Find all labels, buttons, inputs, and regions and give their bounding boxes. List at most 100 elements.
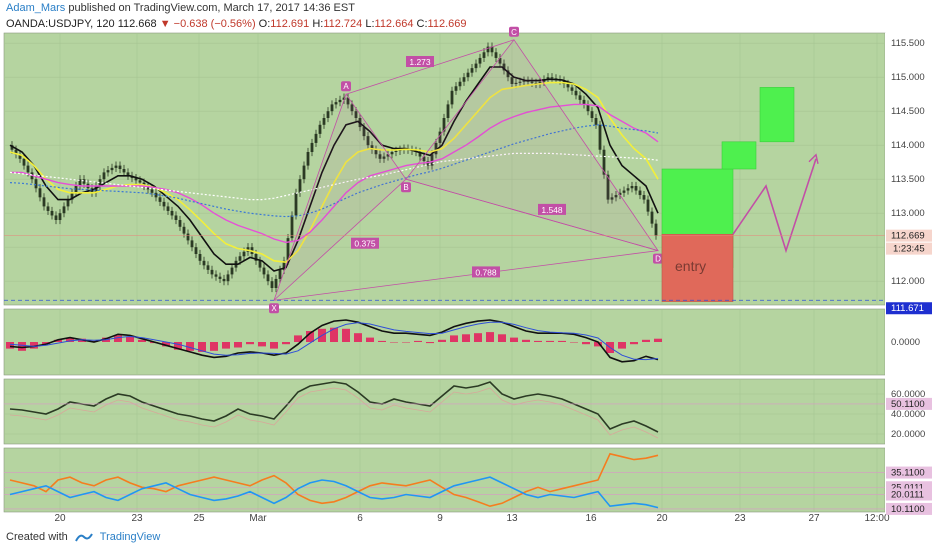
candle-body [574,90,578,96]
pattern-point-label: A [343,82,349,91]
candle-body [586,104,590,112]
pattern-point-label: D [655,255,661,264]
rsi-band-line [9,387,659,439]
rsi-tick-label: 20.0000 [891,429,925,440]
candle-body [106,170,110,173]
oscillator-value-badge [886,466,932,479]
rsi-value-label: 50.1100 [891,399,925,410]
candle-body [62,206,66,214]
price-tick-label: 115.000 [891,72,925,83]
candle-body [458,81,462,87]
macd-histogram-bar [618,342,626,349]
oscillator-pane [3,447,886,513]
price-tick-label: 113.000 [891,208,925,219]
candle-body [642,195,646,200]
macd-histogram-bar [306,331,314,342]
candle-body [82,179,86,184]
projection-path [732,158,817,254]
candle-body [254,254,258,261]
countdown-badge [886,242,932,255]
tradingview-logo-icon [74,533,93,542]
tradingview-brand-link[interactable]: TradingView [99,531,161,543]
macd-histogram-bar [246,342,254,345]
candle-body [166,206,170,211]
candle-body [430,154,434,166]
target-box [759,87,795,143]
macd-histogram-bar [270,342,278,349]
macd-histogram-bar [594,342,602,347]
pattern-point-label: X [271,304,277,313]
oscillator-value-label: 10.1100 [891,504,925,515]
candle-body [446,104,450,118]
macd-histogram-bar [498,334,506,342]
candle-body [530,81,534,83]
pattern-point-marker [269,303,279,314]
candle-body [22,158,26,166]
candle-body [154,192,158,198]
target-box [721,141,757,170]
candle-body [470,68,474,73]
candle-body [54,215,58,220]
candle-body [442,118,446,132]
macd-histogram-bar [570,342,578,343]
oscillator-orange-line [9,452,659,508]
candle-body [418,152,422,157]
macd-histogram-bar [522,339,530,342]
macd-histogram-bar [642,339,650,342]
candle-body [378,154,382,159]
candle-body [238,256,242,261]
publish-header: Adam_Mars published on TradingView.com, … [6,2,355,14]
macd-histogram-bar [582,342,590,345]
candle-body [110,167,114,171]
price-change: −0.638 (−0.56%) [173,18,256,30]
macd-histogram-bar [450,335,458,342]
candle-body [610,197,614,200]
close-value: 112.669 [427,18,467,30]
macd-histogram-bar [474,333,482,342]
candle-body [242,251,246,257]
ratio-label: 1.273 [409,57,431,67]
candle-body [638,190,642,196]
rsi-tick-label: 40.0000 [891,409,925,420]
candle-body [434,142,438,155]
candle-body [134,178,138,181]
candle-body [226,274,230,282]
candle-body [494,52,498,58]
candle-body [78,179,82,186]
x-tick-label: 20 [54,513,66,524]
candle-body [422,156,426,162]
open-value: 112.691 [270,18,310,30]
candle-body [70,192,74,200]
oscillator-value-label: 25.0111 [891,482,924,493]
ratio-badge [351,237,379,249]
candle-body [38,188,42,198]
candle-body [454,86,458,91]
candle-body [290,215,294,239]
candle-body [374,149,378,155]
symbol-label: OANDA:USDJPY, 120 [6,18,115,30]
pattern-point-marker [401,182,411,193]
candle-body [538,81,542,84]
rsi-tick-label: 60.0000 [891,389,925,400]
candle-body [354,111,358,118]
candle-body [386,154,390,157]
last-price-label: 112.669 [891,231,925,242]
candle-body [138,180,142,183]
candle-body [34,179,38,189]
candle-body [270,281,274,288]
candle-body [314,133,318,143]
candle-body [582,99,586,105]
candle-body [322,118,326,125]
x-tick-label: 6 [357,513,363,524]
candle-body [346,97,350,105]
x-tick-label: 23 [734,513,746,524]
macd-histogram-bar [510,337,518,342]
macd-histogram-bar [342,328,350,342]
rsi-value-badge [886,397,932,410]
macd-histogram-bar [174,342,182,350]
macd-histogram-bar [282,342,290,345]
oscillator-value-label: 20.0111 [891,490,924,501]
candle-body [438,131,442,143]
author-link[interactable]: Adam_Mars [6,2,66,14]
